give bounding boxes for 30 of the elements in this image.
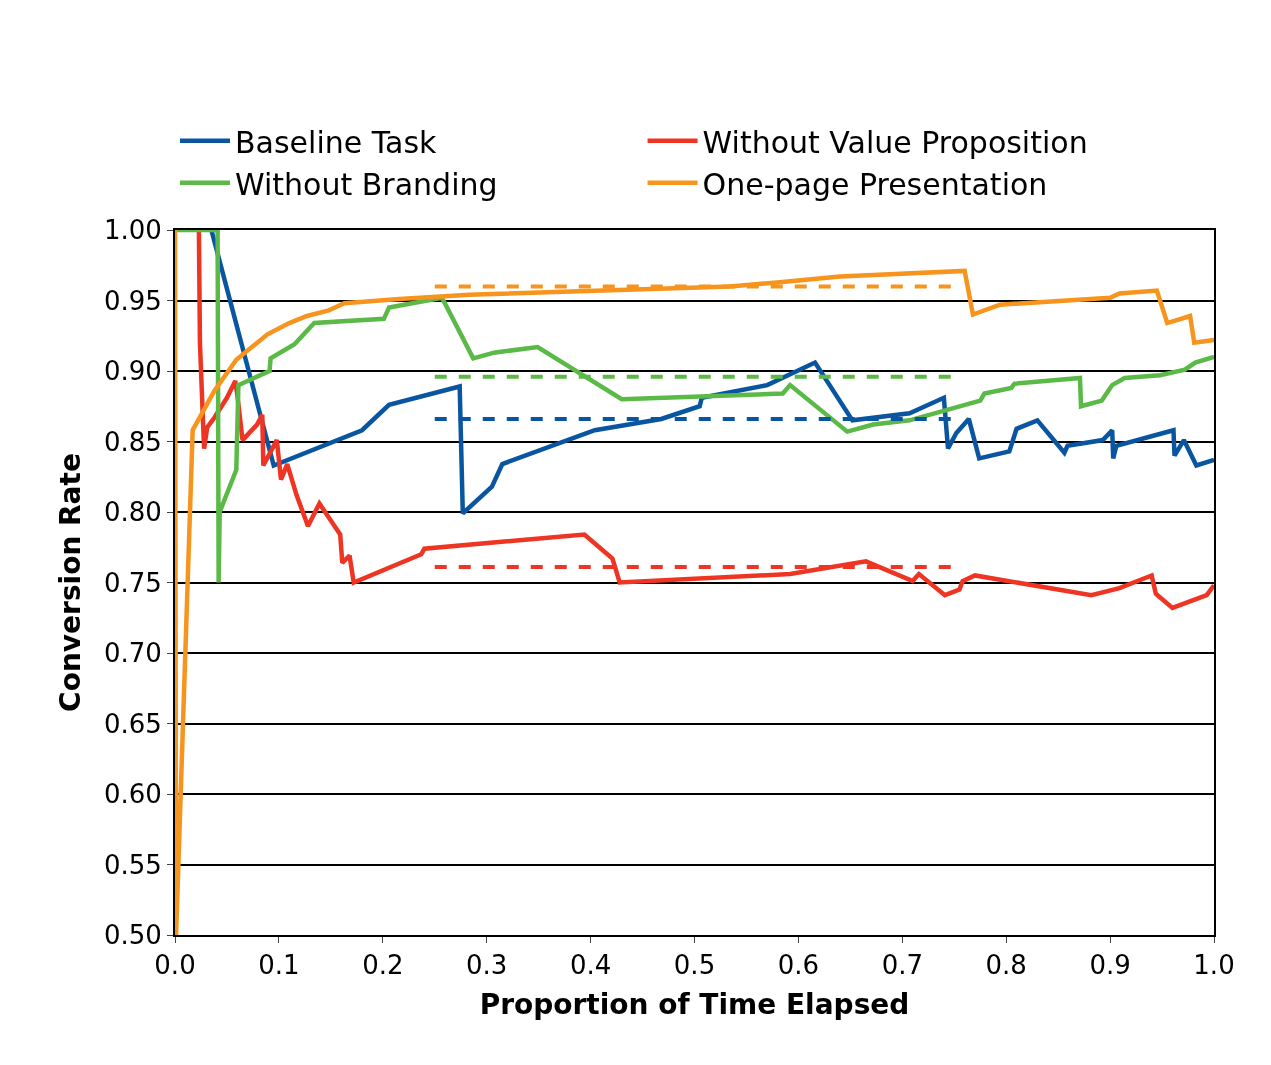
x-tick-label: 0.2 bbox=[362, 950, 404, 981]
legend-label: Without Branding bbox=[235, 166, 498, 202]
y-tick-label: 0.95 bbox=[103, 285, 162, 316]
x-tick-label: 0.0 bbox=[154, 950, 196, 981]
legend-label: Baseline Task bbox=[235, 124, 438, 160]
y-tick-label: 0.90 bbox=[103, 356, 162, 387]
line-series bbox=[209, 230, 1214, 516]
x-tick-label: 0.4 bbox=[569, 950, 612, 981]
y-tick-label: 1.00 bbox=[103, 215, 162, 246]
y-tick-label: 0.55 bbox=[103, 849, 162, 880]
x-axis-title: Proportion of Time Elapsed bbox=[479, 987, 910, 1021]
x-tick-label: 0.7 bbox=[881, 950, 923, 981]
y-tick-label: 0.65 bbox=[103, 708, 162, 739]
y-tick-label: 0.85 bbox=[103, 426, 162, 457]
y-tick-label: 0.75 bbox=[103, 567, 162, 598]
x-tick-label: 0.9 bbox=[1089, 950, 1131, 981]
x-tick-label: 0.6 bbox=[777, 950, 820, 981]
x-tick-label: 0.5 bbox=[673, 950, 716, 981]
x-tick-label: 0.3 bbox=[466, 950, 508, 981]
y-axis-title: Conversion Rate bbox=[54, 453, 88, 712]
y-tick-label: 0.70 bbox=[103, 638, 162, 669]
line-series bbox=[175, 230, 1214, 935]
x-tick-label: 1.0 bbox=[1193, 950, 1235, 981]
x-tick-label: 0.8 bbox=[985, 950, 1027, 981]
y-tick-label: 0.50 bbox=[103, 920, 162, 951]
y-tick-label: 0.80 bbox=[103, 497, 162, 528]
y-tick-label: 0.60 bbox=[103, 779, 162, 810]
legend-label: Without Value Proposition bbox=[702, 124, 1088, 160]
x-tick-label: 0.1 bbox=[258, 950, 300, 981]
legend-label: One-page Presentation bbox=[702, 166, 1048, 202]
